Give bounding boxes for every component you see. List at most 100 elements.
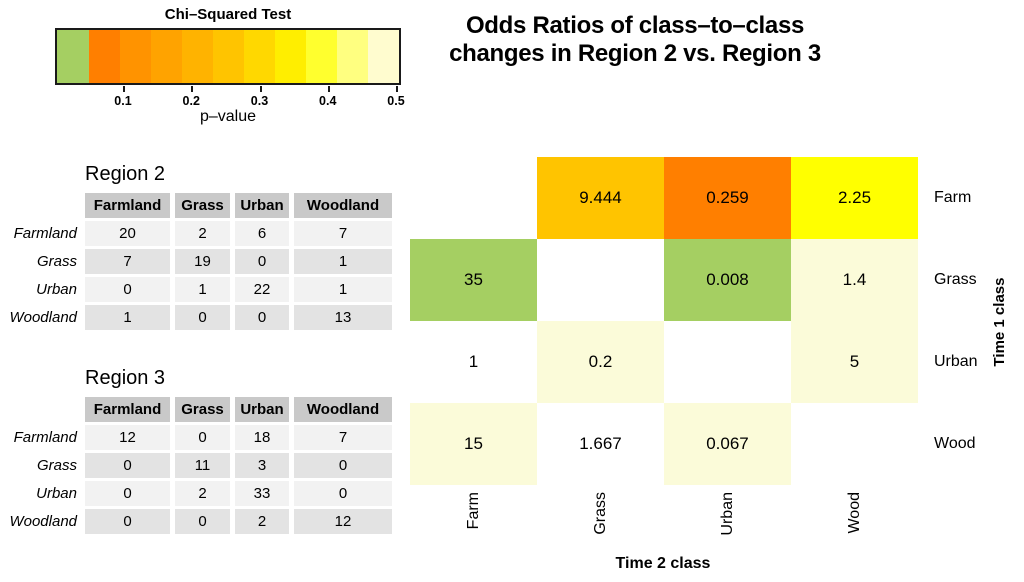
legend-heat-segment (120, 30, 151, 83)
legend-title: Chi–Squared Test (164, 6, 292, 23)
chart-title-line1: Odds Ratios of class–to–class (465, 12, 805, 39)
table-col-header: Farmland (85, 397, 170, 422)
heatmap-cell: 35 (410, 239, 537, 321)
legend-tick-label: 0.5 (387, 94, 405, 108)
region3-table-title: Region 3 (85, 367, 166, 389)
table-cell: 1 (85, 305, 170, 330)
table-cell: 6 (235, 221, 289, 246)
legend-heat-segment (337, 30, 368, 83)
legend-heat-segment (306, 30, 337, 83)
table-cell: 0 (235, 249, 289, 274)
table-cell: 7 (85, 249, 170, 274)
heatmap-cell: 15 (410, 403, 537, 485)
legend-tick-label: 0.3 (250, 94, 269, 108)
table-cell: 2 (175, 221, 230, 246)
table-cell: 0 (294, 453, 392, 478)
table-cell: 3 (235, 453, 289, 478)
table-row-label: Urban (4, 481, 80, 506)
legend-tick (396, 86, 398, 92)
heatmap-xlabel: Time 2 class (615, 555, 711, 572)
table-col-header: Grass (175, 397, 230, 422)
table-row-label: Woodland (4, 509, 80, 534)
legend-heat-segment (213, 30, 244, 83)
legend-tick-label: 0.1 (114, 94, 132, 108)
region3-table: Farmland Grass Urban Woodland Farmland 12 0 18 7… (4, 397, 392, 534)
heatmap-cell (537, 239, 664, 321)
table-cell: 12 (85, 425, 170, 450)
table-row-label: Farmland (4, 221, 80, 246)
table-cell: 0 (85, 509, 170, 534)
table-row-label: Urban (4, 277, 80, 302)
heatmap-cell: 1 (410, 321, 537, 403)
table-col-header: Urban (235, 397, 289, 422)
table-cell: 22 (235, 277, 289, 302)
table-row-label: Grass (4, 249, 80, 274)
legend-tick (259, 86, 262, 92)
region2-table: Farmland Grass Urban Woodland Farmland 20 2 6 7 G… (4, 193, 392, 330)
heatmap-cell: 1.4 (791, 239, 918, 321)
heatmap-cell: 0.008 (664, 239, 791, 321)
chart-title: Odds Ratios of class–to–class changes in… (420, 12, 850, 68)
heatmap-row-labels: Farm Grass Urban Wood (934, 157, 994, 485)
heatmap-cell: 0.259 (664, 157, 791, 239)
legend-heat-segment (368, 30, 399, 83)
table-cell: 13 (294, 305, 392, 330)
table-cell: 0 (235, 305, 289, 330)
table-cell: 2 (175, 481, 230, 506)
table-col-header: Woodland (294, 397, 392, 422)
table-cell: 1 (175, 277, 230, 302)
heatmap-col-label: Grass (591, 492, 609, 535)
table-cell: 2 (235, 509, 289, 534)
table-cell: 7 (294, 221, 392, 246)
heatmap-cell: 0.067 (664, 403, 791, 485)
legend-tick (327, 86, 330, 92)
table-cell: 1 (294, 249, 392, 274)
table-corner-cell (4, 193, 80, 218)
heatmap-ylabel: Time 1 class (991, 277, 1008, 367)
table-cell: 0 (85, 277, 170, 302)
legend-heat-segment (182, 30, 213, 83)
heatmap-cell (791, 403, 918, 485)
table-cell: 18 (235, 425, 289, 450)
table-cell: 0 (85, 453, 170, 478)
table-cell: 20 (85, 221, 170, 246)
legend-heat-segment (244, 30, 275, 83)
legend-tick (123, 86, 125, 92)
heatmap-cell: 1.667 (537, 403, 664, 485)
table-col-header: Grass (175, 193, 230, 218)
heatmap-cell: 0.2 (537, 321, 664, 403)
region2-table-title: Region 2 (85, 163, 166, 185)
table-col-header: Urban (235, 193, 289, 218)
odds-ratio-heatmap: 9.444 0.259 2.25 35 0.008 1.4 1 0.2 5 15 1.667 0.06… (410, 157, 918, 485)
heatmap-col-label: Farm (464, 492, 482, 530)
table-corner-cell (4, 397, 80, 422)
table-cell: 7 (294, 425, 392, 450)
heatmap-col-label: Urban (718, 492, 736, 536)
table-row-label: Grass (4, 453, 80, 478)
legend-colorbar (55, 28, 401, 85)
table-row-label: Woodland (4, 305, 80, 330)
table-cell: 0 (175, 305, 230, 330)
table-cell: 0 (294, 481, 392, 506)
heatmap-row-label: Grass (934, 271, 977, 288)
legend-tick (191, 86, 194, 92)
table-col-header: Woodland (294, 193, 392, 218)
table-cell: 11 (175, 453, 230, 478)
table-cell: 33 (235, 481, 289, 506)
legend-xlabel: p–value (199, 108, 257, 125)
heatmap-cell: 2.25 (791, 157, 918, 239)
heatmap-row-label: Urban (934, 353, 978, 370)
table-cell: 19 (175, 249, 230, 274)
heatmap-cell (664, 321, 791, 403)
table-cell: 0 (175, 509, 230, 534)
legend-heat-segment (275, 30, 306, 83)
legend-heat-segment (151, 30, 182, 83)
table-cell: 0 (175, 425, 230, 450)
heatmap-cell (410, 157, 537, 239)
heatmap-cell: 9.444 (537, 157, 664, 239)
table-cell: 0 (85, 481, 170, 506)
heatmap-cell: 5 (791, 321, 918, 403)
legend-tick-label: 0.4 (319, 94, 337, 108)
chart-title-line2: changes in Region 2 vs. Region 3 (449, 40, 821, 67)
